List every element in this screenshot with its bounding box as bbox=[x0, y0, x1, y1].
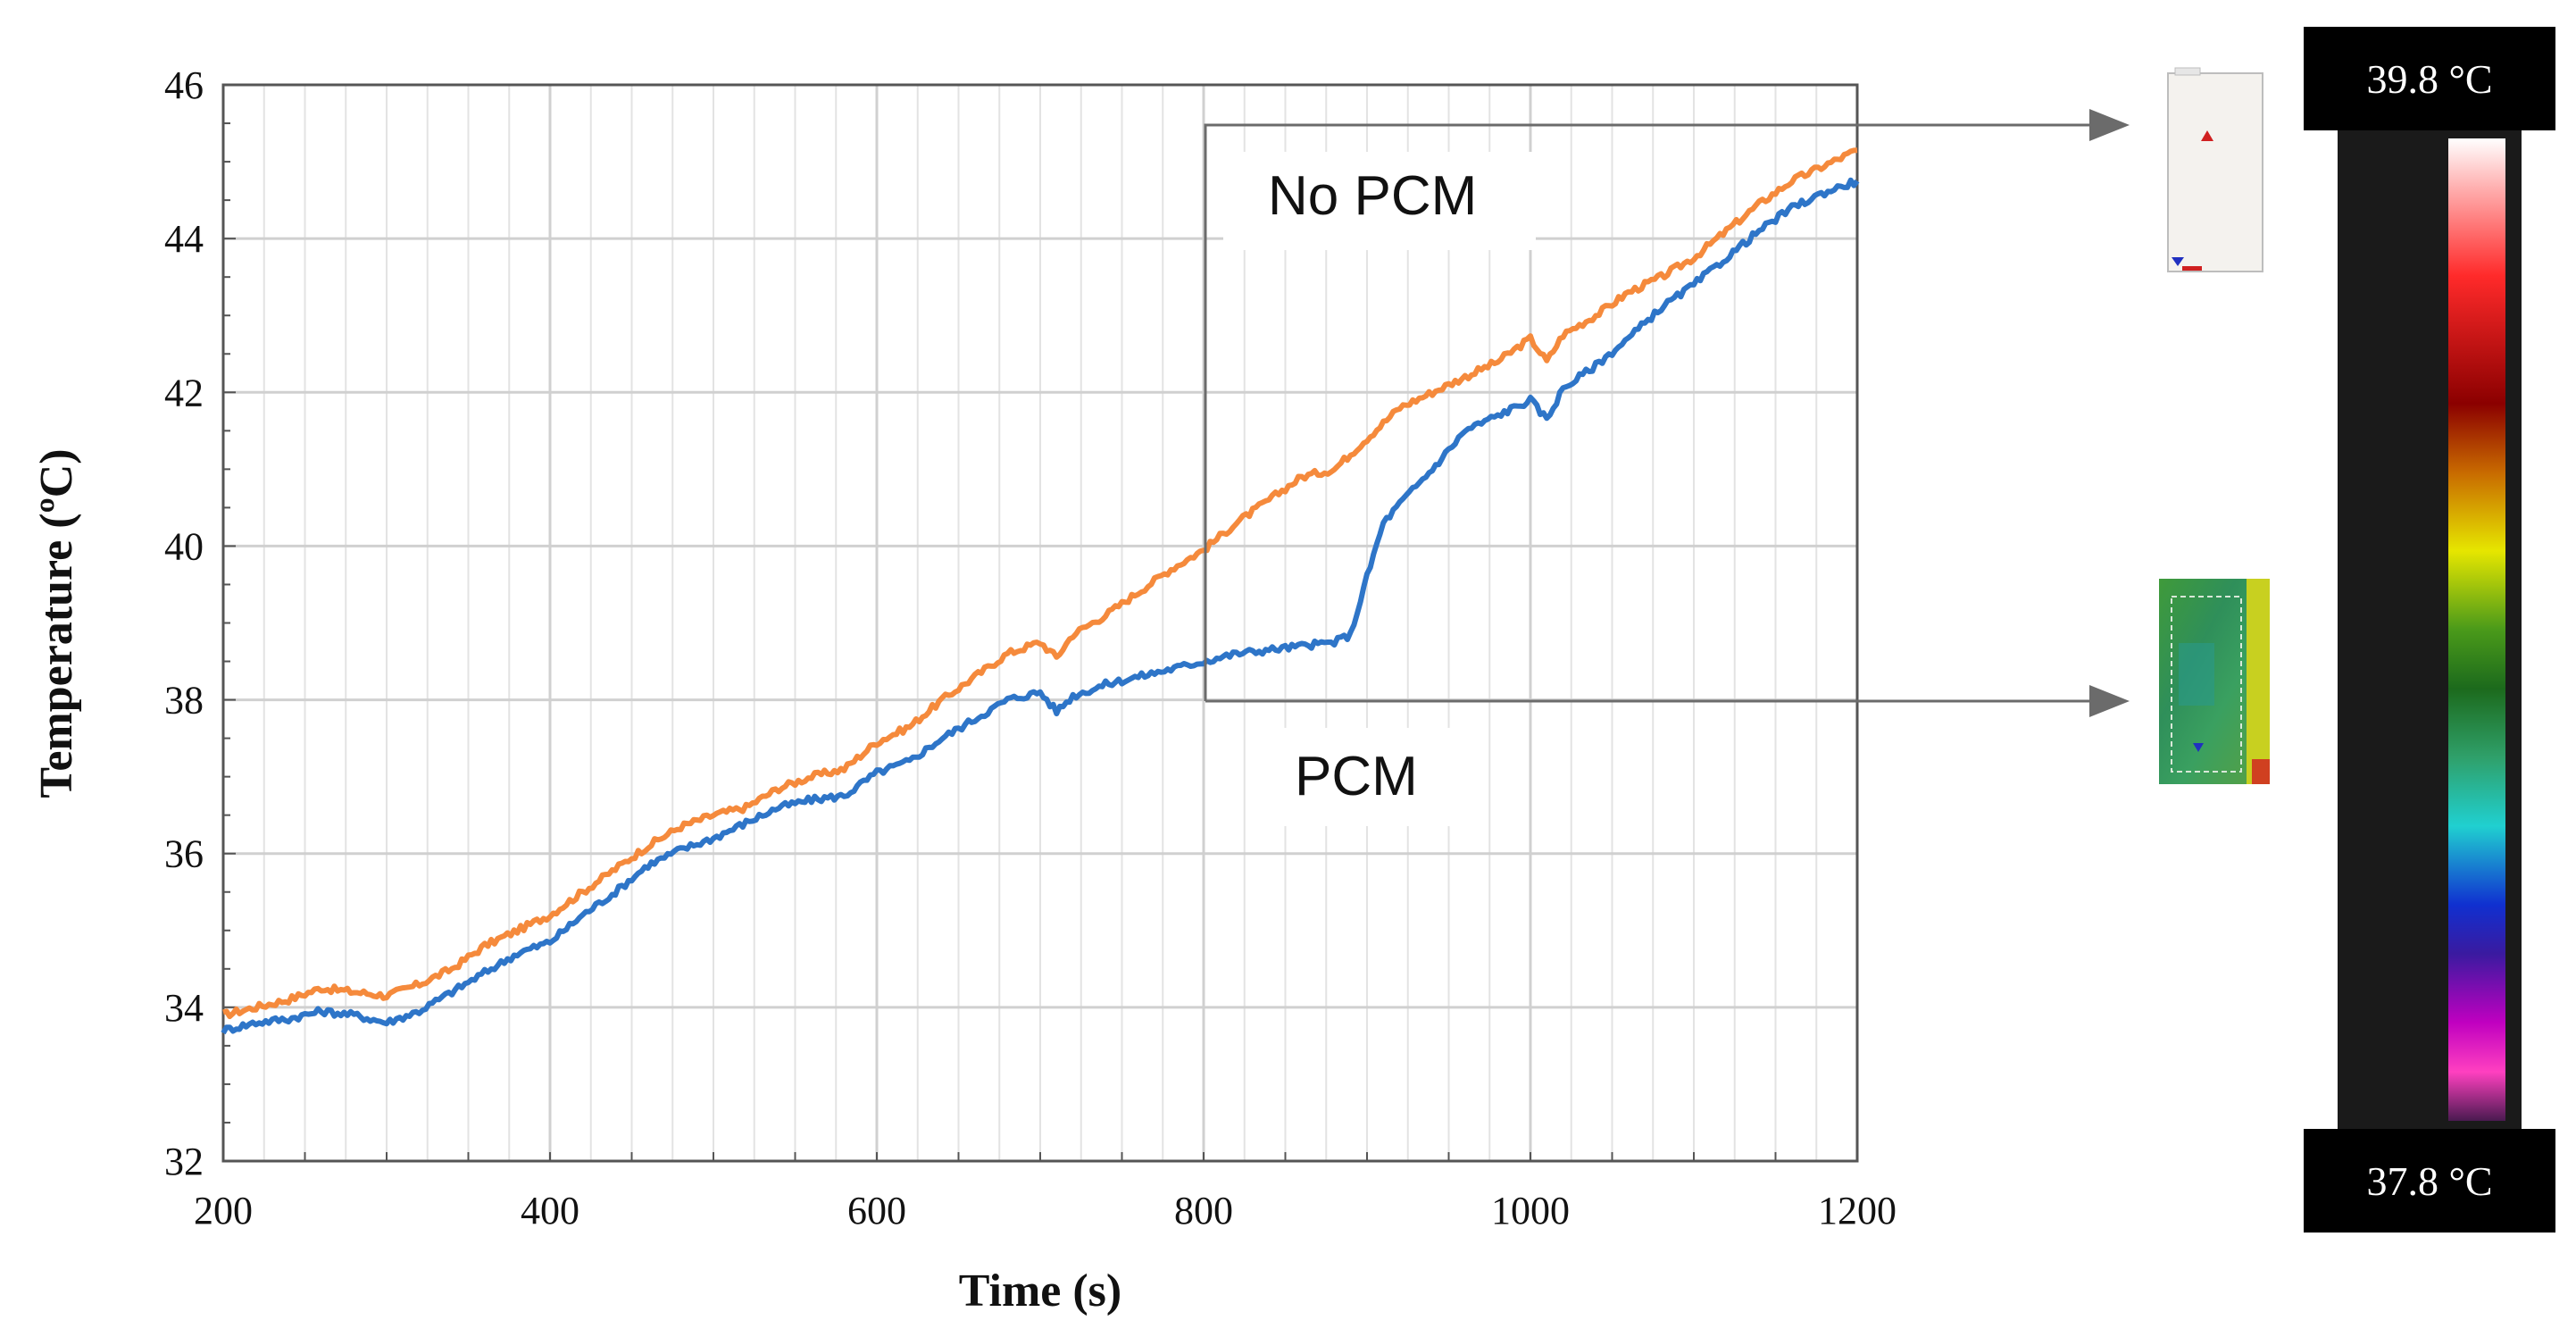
callout-no-pcm-line bbox=[1204, 123, 2089, 701]
thumbnail-pcm-cool-area bbox=[2179, 643, 2214, 706]
y-tick-label: 42 bbox=[164, 371, 204, 414]
y-axis-title: Temperature (ºC) bbox=[31, 448, 82, 798]
series-line-pcm bbox=[221, 177, 1860, 1035]
x-axis-title: Time (s) bbox=[959, 1266, 1121, 1316]
y-tick-label: 32 bbox=[164, 1140, 204, 1183]
plot-area bbox=[221, 83, 1859, 1163]
thumbnail-no-pcm-min-marker bbox=[2172, 257, 2184, 266]
y-tick-label: 34 bbox=[164, 986, 204, 1030]
y-tick-label: 36 bbox=[164, 832, 204, 876]
callout-no-pcm-arrowhead bbox=[2089, 109, 2130, 141]
thumbnail-pcm-roi bbox=[2171, 596, 2242, 773]
callout-no-pcm-label-bg bbox=[1223, 152, 1536, 250]
x-tick-label: 600 bbox=[847, 1189, 906, 1233]
thumbnail-no-pcm-red-strip bbox=[2182, 266, 2202, 271]
x-tick-label: 1200 bbox=[1818, 1189, 1897, 1233]
thumbnail-no-pcm-tab bbox=[2174, 67, 2201, 76]
scale-min-label-box bbox=[2304, 1129, 2555, 1233]
scale-max-label: 39.8 °C bbox=[2366, 56, 2492, 102]
scale-max-label-box bbox=[2304, 27, 2555, 130]
annotation-pcm: PCM bbox=[1295, 746, 1418, 807]
y-tick-label: 46 bbox=[164, 63, 204, 107]
callout-pcm-arrowhead bbox=[2089, 685, 2130, 717]
x-tick-label: 400 bbox=[521, 1189, 579, 1233]
series-line-no-pcm bbox=[222, 147, 1858, 1020]
scale-min-label: 37.8 °C bbox=[2366, 1158, 2492, 1204]
callout-pcm: PCM bbox=[1205, 685, 2130, 826]
y-tick-label: 38 bbox=[164, 679, 204, 723]
grid-lines bbox=[223, 85, 1857, 1161]
callout-pcm-label-bg bbox=[1250, 728, 1473, 826]
y-tick-labels: 32 34 36 38 40 42 44 46 bbox=[164, 63, 204, 1183]
scale-bar-gradient bbox=[2448, 138, 2505, 1121]
x-tick-label: 800 bbox=[1174, 1189, 1233, 1233]
color-scale: 39.8 °C 37.8 °C bbox=[2304, 27, 2555, 1233]
thumbnail-no-pcm-frame bbox=[2167, 72, 2263, 272]
thumbnail-pcm-min-marker bbox=[2193, 743, 2204, 752]
thumbnail-pcm-yellow-edge bbox=[2247, 579, 2270, 784]
y-tick-label: 44 bbox=[164, 217, 204, 261]
thumbnail-no-pcm-max-marker bbox=[2201, 130, 2213, 141]
thumbnail-pcm-hot-spot bbox=[2252, 759, 2270, 784]
thermal-thumbnail-no-pcm bbox=[2167, 67, 2263, 272]
plot-frame bbox=[221, 83, 1859, 1163]
x-tick-label: 1000 bbox=[1491, 1189, 1570, 1233]
x-tick-labels: 200 400 600 800 1000 1200 bbox=[194, 1189, 1897, 1233]
thermal-thumbnail-pcm bbox=[2159, 579, 2270, 784]
y-tick-label: 40 bbox=[164, 524, 204, 568]
callout-no-pcm: No PCM bbox=[1204, 109, 2130, 701]
annotation-no-pcm: No PCM bbox=[1268, 165, 1477, 227]
series-layer bbox=[221, 147, 1860, 1035]
x-tick-label: 200 bbox=[194, 1189, 253, 1233]
